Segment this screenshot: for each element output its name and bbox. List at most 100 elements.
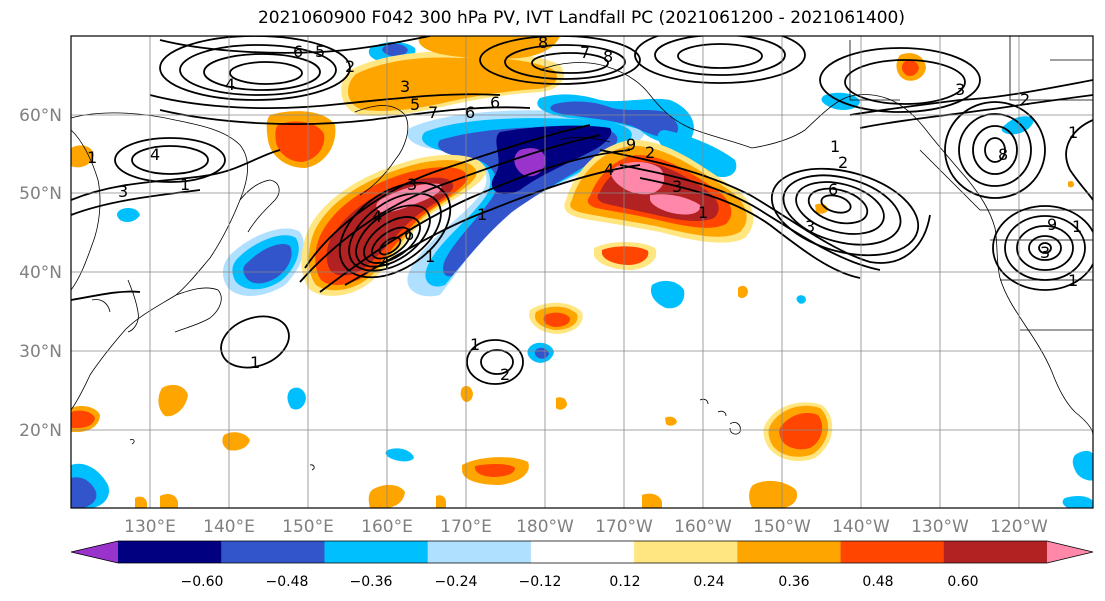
pos-anomaly-shading: [749, 480, 798, 508]
contour-label: 8: [538, 33, 548, 52]
pos-anomaly-shading: [474, 463, 515, 477]
neg-anomaly-shading: [287, 387, 306, 410]
contour-label: 6: [465, 103, 475, 122]
neg-anomaly-shading: [243, 243, 292, 284]
contour-label: 1: [477, 205, 487, 224]
contour-label: 3: [400, 77, 410, 96]
contour-label: 1: [470, 335, 480, 354]
pv-contours: [71, 36, 1093, 385]
pos-anomaly-shading: [738, 285, 748, 299]
contour-label: 2: [500, 365, 510, 384]
pos-anomaly-shading: [275, 121, 325, 162]
pos-anomaly-shading: [71, 145, 94, 168]
contour-label: 2: [1020, 90, 1030, 109]
lon-label: 130°W: [911, 517, 969, 537]
neg-anomaly-shading: [438, 126, 618, 277]
pos-anomaly-shading: [71, 410, 95, 428]
contour-label: 5: [410, 95, 420, 114]
contour-label: 3: [1040, 243, 1050, 262]
colorbar-tick-labels: −0.60 −0.48 −0.36 −0.24 −0.12 0.12 0.24 …: [181, 574, 979, 590]
contour-label: 1: [698, 203, 708, 222]
colorbar-segment: [737, 541, 842, 563]
neg-anomaly-shading: [514, 148, 546, 177]
colorbar-segment: [530, 541, 635, 563]
contour-label: 4: [604, 160, 614, 179]
contour-label: 4: [150, 145, 160, 164]
contour-label: 4: [380, 253, 390, 272]
contour-label: 1: [1068, 123, 1078, 142]
colorbar-tick-label: 0.12: [609, 574, 640, 590]
gridlines: [71, 36, 1093, 508]
colorbar-tick-label: −0.60: [181, 574, 224, 590]
colorbar-segment: [221, 541, 325, 563]
colorbar-tick-label: 0.24: [693, 574, 724, 590]
pos-anomaly-shading: [460, 386, 473, 402]
pos-anomaly-shading: [158, 384, 188, 417]
pos-anomaly-shading: [326, 177, 454, 276]
contour-label: 1: [250, 353, 260, 372]
contour-label: 3: [955, 80, 965, 99]
contour-label: 2: [645, 143, 655, 162]
neg-anomaly-shading: [1001, 116, 1034, 135]
contour-label: 9: [1047, 215, 1057, 234]
map-title: 2021060900 F042 300 hPa PV, IVT Landfall…: [257, 8, 905, 28]
colorbar-extend-max: [1047, 541, 1093, 563]
neg-anomaly-shading: [650, 280, 685, 309]
contour-label: 6: [828, 180, 838, 199]
contour-label: 5: [315, 42, 325, 61]
lon-label: 150°E: [282, 517, 334, 537]
contour-label: 7: [428, 103, 438, 122]
lat-label: 60°N: [19, 106, 62, 126]
pos-anomaly-shading: [436, 495, 446, 508]
lon-label: 170°W: [595, 517, 653, 537]
lat-label: 50°N: [19, 184, 62, 204]
colorbar-segment: [427, 541, 532, 563]
pos-anomaly-shading: [1068, 181, 1074, 188]
pos-anomaly-shading: [556, 397, 567, 410]
pos-anomaly-shading: [135, 496, 147, 508]
contour-label: 3: [805, 217, 815, 236]
colorbar-segment: [324, 541, 429, 563]
contour-label: 1: [830, 137, 840, 156]
lon-label: 130°E: [124, 517, 176, 537]
neg-anomaly-shading: [117, 207, 140, 223]
colorbar-tick-label: 0.60: [947, 574, 978, 590]
pos-anomaly-shading: [160, 494, 178, 508]
lat-label: 40°N: [19, 263, 62, 283]
contour-labels: 6 5 2 3 4 1 3 1 6 8 7 8 4 5 6 7 9 2 4 3 …: [87, 33, 1082, 384]
lat-label: 20°N: [19, 421, 62, 441]
pos-anomaly-shading: [602, 246, 649, 265]
neg-anomaly-shading: [385, 448, 414, 462]
neg-anomaly-shading: [1062, 496, 1093, 508]
contour-label: 6: [490, 93, 500, 112]
contour-label: 3: [118, 182, 128, 201]
pos-anomaly-shading: [665, 416, 677, 426]
contour-label: 3: [672, 177, 682, 196]
neg-anomaly-shading: [534, 347, 549, 359]
neg-anomaly-shading: [382, 43, 408, 57]
contour-label: 8: [998, 145, 1008, 164]
pos-anomaly-shading: [779, 412, 823, 450]
pos-anomaly-shading: [222, 432, 250, 451]
lon-label: 140°W: [832, 517, 890, 537]
colorbar-extend-min: [71, 541, 118, 563]
neg-anomaly-shading: [71, 477, 97, 508]
map-frame: [70, 35, 1094, 509]
colorbar-segment: [943, 541, 1048, 563]
colorbar-tick-label: −0.12: [519, 574, 562, 590]
colorbar-segment: [840, 541, 945, 563]
neg-anomaly-shading: [1072, 450, 1093, 481]
colorbar-tick-label: 0.48: [862, 574, 893, 590]
longitude-labels: 130°E 140°E 150°E 160°E 170°E 180°W 170°…: [124, 517, 1048, 537]
colorbar-tick-label: 0.36: [778, 574, 809, 590]
contour-label: 6: [404, 225, 414, 244]
colorbar-tick-label: −0.24: [435, 574, 478, 590]
contour-label: 2: [838, 153, 848, 172]
pos-anomaly-shading: [650, 194, 701, 215]
contour-label: 4: [372, 207, 382, 226]
coastlines: [71, 36, 1093, 471]
lon-label: 180°W: [516, 517, 574, 537]
lon-label: 160°E: [361, 517, 413, 537]
neg-anomaly-shading: [796, 295, 806, 304]
